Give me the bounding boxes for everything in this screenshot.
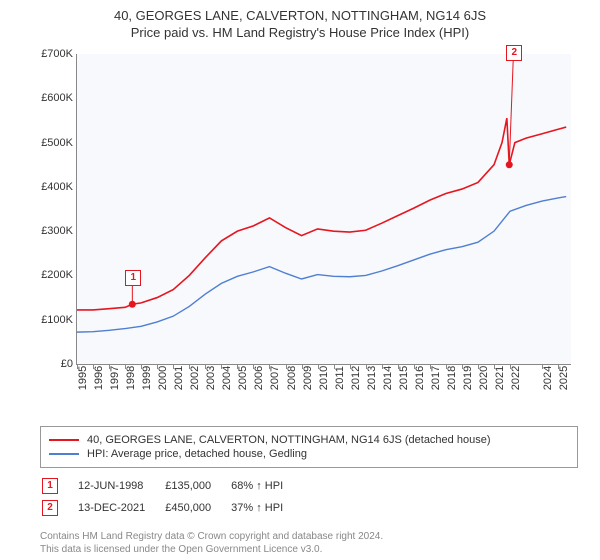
x-tick-label: 2016 (414, 366, 426, 390)
x-tick-label: 1995 (77, 366, 89, 390)
y-tick-label: £600K (41, 92, 73, 104)
x-tick-label: 2007 (269, 366, 281, 390)
x-tick-label: 2025 (558, 366, 570, 390)
chart-area: £0 £100K £200K £300K £400K £500K £600K £700K 199… (20, 48, 580, 418)
y-tick-label: £300K (41, 225, 73, 237)
footer-line2: This data is licensed under the Open Gov… (40, 543, 600, 556)
x-tick-label: 1998 (125, 366, 137, 390)
sales-table: 1 12-JUN-1998£135,00068% ↑ HPI 2 13-DEC-202… (40, 474, 303, 520)
legend-item: HPI: Average price, detached house, Gedl… (49, 448, 569, 460)
y-tick-label: £700K (41, 48, 73, 60)
x-tick-label: 2020 (478, 366, 490, 390)
legend-swatch (49, 439, 79, 441)
x-tick-label: 2003 (205, 366, 217, 390)
sale-date: 13-DEC-2021 (78, 498, 163, 518)
sale-index-marker: 2 (42, 500, 58, 516)
x-tick-label: 2017 (430, 366, 442, 390)
x-tick-label: 2011 (334, 366, 346, 390)
line-layer (77, 54, 571, 364)
x-tick-label: 1996 (93, 366, 105, 390)
chart-container: 40, GEORGES LANE, CALVERTON, NOTTINGHAM,… (0, 0, 600, 556)
title-address: 40, GEORGES LANE, CALVERTON, NOTTINGHAM,… (0, 8, 600, 23)
x-tick-label: 2001 (173, 366, 185, 390)
legend-label: HPI: Average price, detached house, Gedl… (87, 448, 307, 460)
sale-delta: 68% ↑ HPI (231, 476, 301, 496)
x-tick-label: 2021 (494, 366, 506, 390)
table-row: 1 12-JUN-1998£135,00068% ↑ HPI (42, 476, 301, 496)
sale-date: 12-JUN-1998 (78, 476, 163, 496)
x-tick-label: 2008 (286, 366, 298, 390)
footer-line1: Contains HM Land Registry data © Crown c… (40, 530, 600, 543)
series-price_paid (77, 118, 566, 310)
x-tick-label: 2024 (542, 366, 554, 390)
x-tick-label: 2002 (189, 366, 201, 390)
sale-delta: 37% ↑ HPI (231, 498, 301, 518)
legend-swatch (49, 453, 79, 455)
y-tick-label: £0 (61, 358, 73, 370)
legend-item: 40, GEORGES LANE, CALVERTON, NOTTINGHAM,… (49, 434, 569, 446)
x-tick-label: 2004 (221, 366, 233, 390)
table-row: 2 13-DEC-2021£450,00037% ↑ HPI (42, 498, 301, 518)
x-tick-label: 1999 (141, 366, 153, 390)
series-hpi (77, 197, 566, 333)
titles: 40, GEORGES LANE, CALVERTON, NOTTINGHAM,… (0, 0, 600, 44)
x-tick-label: 1997 (109, 366, 121, 390)
x-tick-label: 2012 (350, 366, 362, 390)
x-tick-label: 2014 (382, 366, 394, 390)
y-tick-label: £400K (41, 181, 73, 193)
legend-label: 40, GEORGES LANE, CALVERTON, NOTTINGHAM,… (87, 434, 490, 446)
x-tick-label: 2000 (157, 366, 169, 390)
sale-index-marker: 1 (42, 478, 58, 494)
sale-price: £450,000 (165, 498, 229, 518)
title-subtitle: Price paid vs. HM Land Registry's House … (0, 25, 600, 40)
y-tick-label: £100K (41, 314, 73, 326)
x-tick-label: 2006 (253, 366, 265, 390)
x-tick-label: 2005 (237, 366, 249, 390)
footer: Contains HM Land Registry data © Crown c… (40, 530, 600, 556)
sale-price: £135,000 (165, 476, 229, 496)
x-tick-label: 2019 (462, 366, 474, 390)
plot-background: £0£100K£200K£300K£400K£500K£600K£700K199… (76, 54, 571, 365)
x-tick-label: 2015 (398, 366, 410, 390)
legend-box: 40, GEORGES LANE, CALVERTON, NOTTINGHAM,… (40, 426, 578, 468)
y-tick-label: £200K (41, 269, 73, 281)
x-tick-label: 2013 (366, 366, 378, 390)
y-tick-label: £500K (41, 137, 73, 149)
x-tick-label: 2022 (510, 366, 522, 390)
sale-marker-box: 2 (506, 45, 522, 61)
x-tick-label: 2009 (302, 366, 314, 390)
sale-marker-box: 1 (125, 270, 141, 286)
x-tick-label: 2010 (318, 366, 330, 390)
x-tick-label: 2018 (446, 366, 458, 390)
